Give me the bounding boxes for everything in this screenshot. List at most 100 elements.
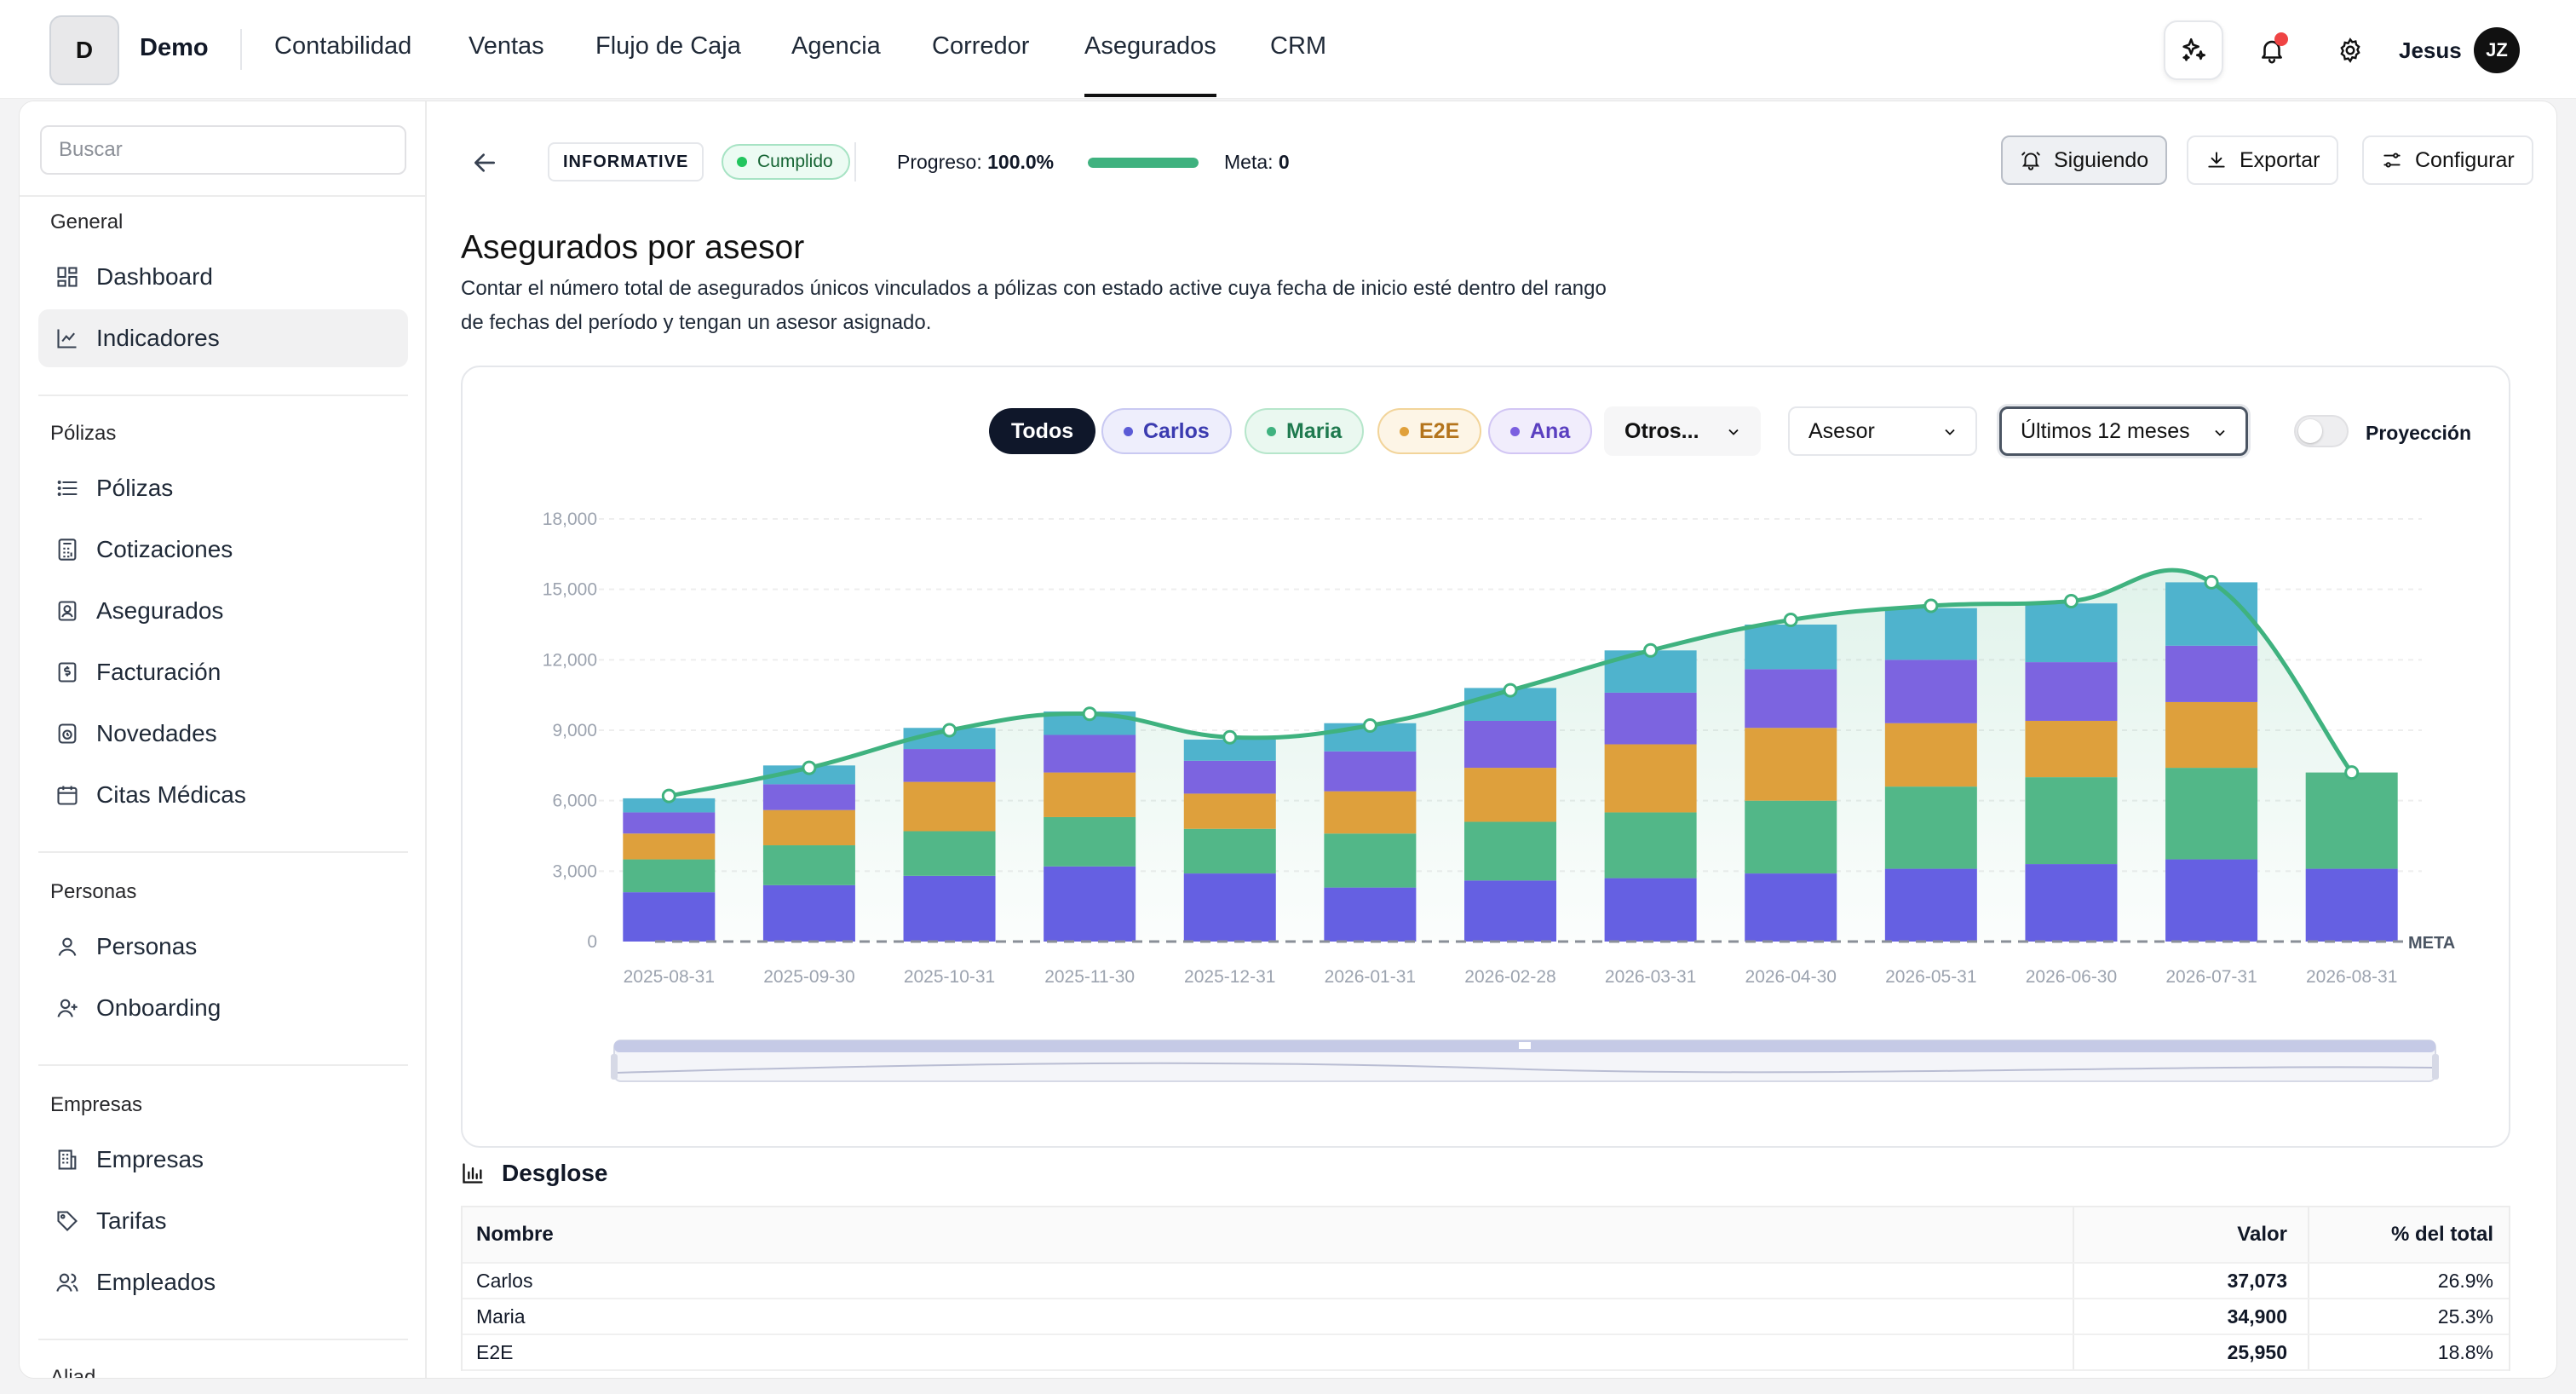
breakdown-table: Nombre Valor % del total Carlos 37,073 2…: [461, 1206, 2510, 1371]
y-tick-label: 18,000: [543, 510, 597, 529]
filter-pill-e2e[interactable]: E2E: [1377, 408, 1482, 454]
sidebar-item-asegurados[interactable]: Asegurados: [38, 582, 408, 640]
filter-pill-carlos[interactable]: Carlos: [1101, 408, 1232, 454]
sidebar-item-citas-medicas[interactable]: Citas Médicas: [38, 766, 408, 824]
sidebar-item-tarifas[interactable]: Tarifas: [38, 1192, 408, 1250]
bar-segment: [1884, 608, 1977, 660]
column-header-nombre[interactable]: Nombre: [476, 1223, 554, 1246]
sidebar-item-cotizaciones[interactable]: Cotizaciones: [38, 521, 408, 579]
workspace-name[interactable]: Demo: [140, 34, 209, 61]
list-icon: [57, 481, 78, 496]
nav-contabilidad[interactable]: Contabilidad: [274, 32, 412, 60]
export-button[interactable]: Exportar: [2187, 135, 2339, 185]
column-header-valor[interactable]: Valor: [2073, 1207, 2308, 1262]
bar-segment: [2165, 645, 2258, 702]
filter-pill-ana[interactable]: Ana: [1488, 408, 1593, 454]
nav-ventas[interactable]: Ventas: [469, 32, 544, 60]
projection-toggle[interactable]: [2294, 415, 2349, 447]
group-by-select[interactable]: Asesor: [1788, 406, 1977, 456]
nav-corredor[interactable]: Corredor: [932, 32, 1030, 60]
notification-dot: [2274, 32, 2288, 46]
search-input[interactable]: [40, 125, 406, 175]
notifications-button[interactable]: [2242, 20, 2302, 80]
others-dropdown[interactable]: Otros...: [1604, 406, 1761, 456]
bar-segment: [1464, 720, 1556, 769]
bar-segment: [1604, 878, 1697, 942]
follow-button[interactable]: Siguiendo: [2001, 135, 2168, 185]
bar-segment: [1745, 625, 1837, 670]
filter-pill-todos[interactable]: Todos: [989, 408, 1096, 454]
avatar[interactable]: JZ: [2474, 27, 2520, 73]
sidebar-item-polizas[interactable]: Pólizas: [38, 459, 408, 517]
x-tick-label: 2025-09-30: [763, 967, 854, 987]
bar-segment: [2025, 603, 2118, 663]
invoice-icon: [58, 662, 77, 683]
bar-segment: [2025, 777, 2118, 865]
sidebar-item-label: Tarifas: [96, 1207, 167, 1234]
total-point: [2344, 765, 2360, 781]
settings-button[interactable]: [2320, 20, 2380, 80]
calendar-icon: [57, 786, 78, 805]
sidebar-item-indicadores[interactable]: Indicadores: [38, 309, 408, 367]
x-tick-label: 2025-11-30: [1044, 967, 1135, 987]
sparkles-icon: [2182, 37, 2206, 61]
nav-flujo-de-caja[interactable]: Flujo de Caja: [595, 32, 741, 60]
kpi-description: Contar el número total de asegurados úni…: [461, 277, 1607, 334]
total-point: [2204, 574, 2219, 590]
y-tick-label: 0: [587, 932, 597, 952]
bar-segment: [1745, 669, 1837, 729]
bar-segment: [1044, 772, 1136, 817]
progress-value: 100.0%: [987, 151, 1055, 173]
x-tick-label: 2026-02-28: [1464, 967, 1555, 987]
sidebar-item-dashboard[interactable]: Dashboard: [38, 248, 408, 306]
bar-segment: [1884, 723, 1977, 787]
x-tick-label: 2026-03-31: [1605, 967, 1696, 987]
nav-agencia[interactable]: Agencia: [791, 32, 881, 60]
bar-segment: [1044, 816, 1136, 867]
bar-segment: [2025, 864, 2118, 942]
sidebar-item-onboarding[interactable]: Onboarding: [38, 979, 408, 1037]
sidebar-item-facturacion[interactable]: Facturación: [38, 643, 408, 701]
table-row[interactable]: E2E 25,950 18.8%: [463, 1335, 2509, 1371]
ai-assistant-button[interactable]: [2164, 20, 2223, 80]
total-point: [2063, 593, 2079, 608]
section-title-personas: Personas: [50, 880, 137, 903]
row-value: 25,950: [2073, 1335, 2308, 1369]
header-divider: [854, 142, 856, 181]
sidebar-divider: [38, 1339, 408, 1340]
filter-pill-maria[interactable]: Maria: [1245, 408, 1365, 454]
sidebar-item-novedades[interactable]: Novedades: [38, 705, 408, 763]
nav-crm[interactable]: CRM: [1270, 32, 1327, 60]
period-select[interactable]: Últimos 12 meses: [1999, 406, 2248, 456]
progress-label: Progreso: 100.0%: [897, 151, 1054, 174]
bar-segment: [1884, 786, 1977, 869]
bar-segment: [1183, 873, 1276, 942]
sidebar-item-personas[interactable]: Personas: [38, 918, 408, 976]
clock-icon: [58, 723, 77, 744]
user-name[interactable]: Jesus: [2399, 37, 2462, 63]
nav-asegurados[interactable]: Asegurados: [1084, 32, 1216, 97]
breakdown-title-text: Desglose: [502, 1160, 608, 1186]
sidebar-item-label: Personas: [96, 933, 198, 959]
tag-icon: [57, 1211, 78, 1231]
sidebar-item-empleados[interactable]: Empleados: [38, 1253, 408, 1311]
x-tick-label: 2026-06-30: [2026, 967, 2117, 987]
total-point: [1222, 729, 1238, 745]
column-header-pct[interactable]: % del total: [2308, 1207, 2509, 1262]
bar-segment: [1464, 880, 1556, 942]
configure-button[interactable]: Configurar: [2362, 135, 2533, 185]
status-dot: [737, 157, 747, 167]
bar-segment: [623, 859, 716, 893]
table-row[interactable]: Maria 34,900 25.3%: [463, 1299, 2509, 1335]
bar-segment: [2165, 768, 2258, 860]
sidebar-item-empresas[interactable]: Empresas: [38, 1131, 408, 1189]
table-row[interactable]: Carlos 37,073 26.9%: [463, 1264, 2509, 1299]
bar-segment: [1044, 734, 1136, 773]
arrow-left-icon[interactable]: [471, 149, 498, 176]
total-point: [942, 723, 957, 738]
zoom-grip: [1519, 1042, 1531, 1049]
workspace-logo[interactable]: D: [49, 15, 119, 85]
row-pct: 18.8%: [2308, 1335, 2509, 1369]
bar-segment: [762, 784, 855, 810]
row-value: 37,073: [2073, 1264, 2308, 1298]
